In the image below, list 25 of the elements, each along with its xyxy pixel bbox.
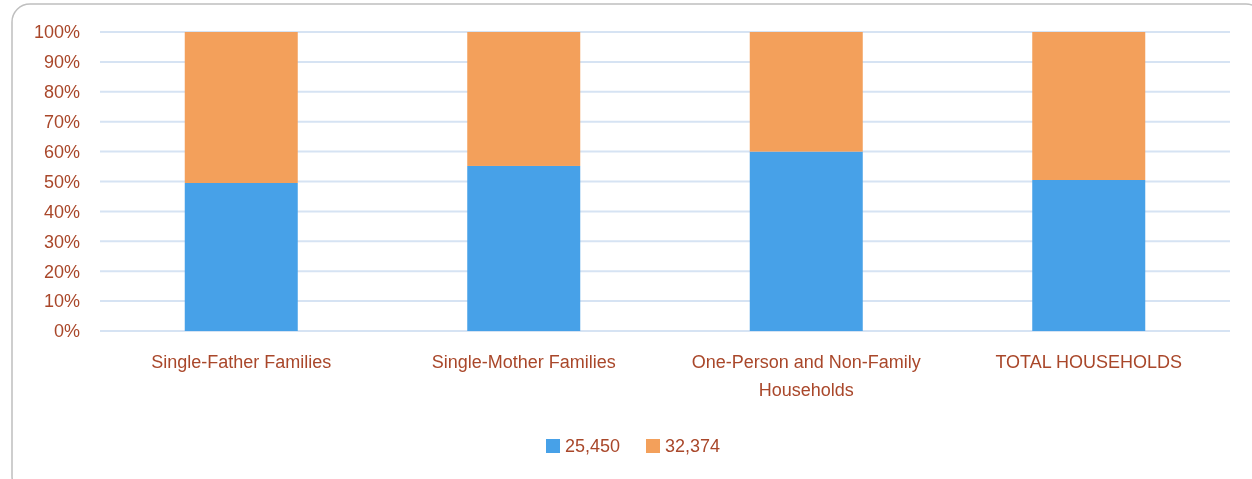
bar: [184, 32, 298, 183]
y-tick-label: 10%: [43, 291, 80, 312]
x-tick-label: Single-Mother Families: [431, 352, 616, 372]
x-tick-label: One-Person and Non-Family Households: [691, 352, 921, 400]
x-tick-label: Single-Father Families: [151, 352, 332, 372]
bar: [184, 183, 298, 331]
y-tick-label: 70%: [43, 112, 80, 132]
bar: [467, 165, 581, 331]
y-tick-label: 40%: [43, 201, 80, 222]
y-tick-label: 60%: [43, 141, 80, 162]
bar: [467, 32, 581, 166]
bar: [1032, 180, 1146, 331]
bar: [749, 32, 863, 152]
y-tick-label: 90%: [43, 52, 80, 73]
bar: [1032, 32, 1146, 181]
legend-label: 25,450: [565, 436, 621, 457]
x-tick-label: TOTAL HOUSEHOLDS: [995, 352, 1183, 372]
y-tick-label: 30%: [43, 231, 80, 252]
y-tick-label: 80%: [43, 82, 80, 103]
y-tick-label: 0%: [53, 321, 80, 342]
bar: [749, 151, 863, 331]
y-tick-label: 100%: [33, 22, 80, 43]
y-tick-label: 50%: [43, 171, 80, 192]
legend-label: 32,374: [665, 436, 721, 457]
y-tick-label: 20%: [43, 261, 80, 282]
